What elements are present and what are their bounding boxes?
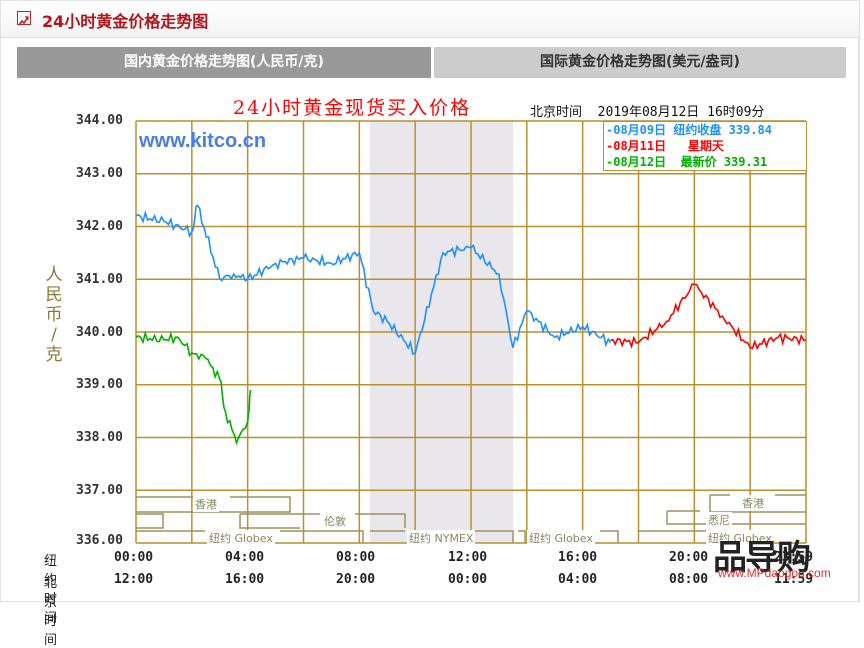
chart-plot xyxy=(135,120,807,544)
market-label: 香港 xyxy=(740,495,766,511)
y-axis-title: 人民币 / 克 xyxy=(45,265,63,365)
tab-domestic-gold[interactable]: 国内黄金价格走势图(人民币/克) xyxy=(17,47,431,78)
market-label: 纽约 NYMEX xyxy=(407,530,476,546)
chart-legend: -08月09日 纽约收盘 339.84 -08月11日 星期天 -08月12日 … xyxy=(603,121,807,171)
legend-item: -08月09日 纽约收盘 339.84 xyxy=(606,123,772,137)
market-label: 纽约 Globex xyxy=(527,530,595,546)
series-line xyxy=(135,330,252,446)
y-tick: 339.00 xyxy=(76,377,123,392)
series-line xyxy=(135,204,612,356)
panel-header: 24小时黄金价格走势图 xyxy=(1,1,859,38)
y-tick: 337.00 xyxy=(76,483,123,498)
chart-title: 24小时黄金现货买入价格 xyxy=(233,97,472,119)
series-line xyxy=(610,283,807,351)
market-label: 伦敦 xyxy=(322,513,348,529)
y-tick: 343.00 xyxy=(76,166,123,181)
y-tick: 340.00 xyxy=(76,325,123,340)
kitco-watermark: www.kitco.cn xyxy=(139,130,267,152)
y-tick: 341.00 xyxy=(76,272,123,287)
legend-item: -08月11日 星期天 xyxy=(606,139,724,153)
market-label: 纽约 Globex xyxy=(706,530,774,546)
tab-international-gold[interactable]: 国际黄金价格走势图(美元/盎司) xyxy=(434,47,846,78)
panel: 24小时黄金价格走势图 国内黄金价格走势图(人民币/克) 国际黄金价格走势图(美… xyxy=(0,0,860,602)
y-tick: 342.00 xyxy=(76,219,123,234)
market-label: 纽约 Globex xyxy=(207,530,275,546)
site-watermark-logo: 品导购 xyxy=(713,538,811,578)
y-tick: 344.00 xyxy=(76,113,123,128)
market-label: 香港 xyxy=(193,496,219,512)
chart-timestamp: 北京时间 2019年08月12日 16时09分 xyxy=(530,105,765,120)
legend-item: -08月12日 最新价 339.31 xyxy=(606,155,768,169)
site-watermark-url: www.MPdaogou.com xyxy=(718,566,831,580)
y-tick: 336.00 xyxy=(76,533,123,548)
line-chart-icon xyxy=(17,11,31,26)
panel-title: 24小时黄金价格走势图 xyxy=(42,12,209,31)
market-label: 悉尼 xyxy=(706,512,732,528)
y-tick: 338.00 xyxy=(76,430,123,445)
